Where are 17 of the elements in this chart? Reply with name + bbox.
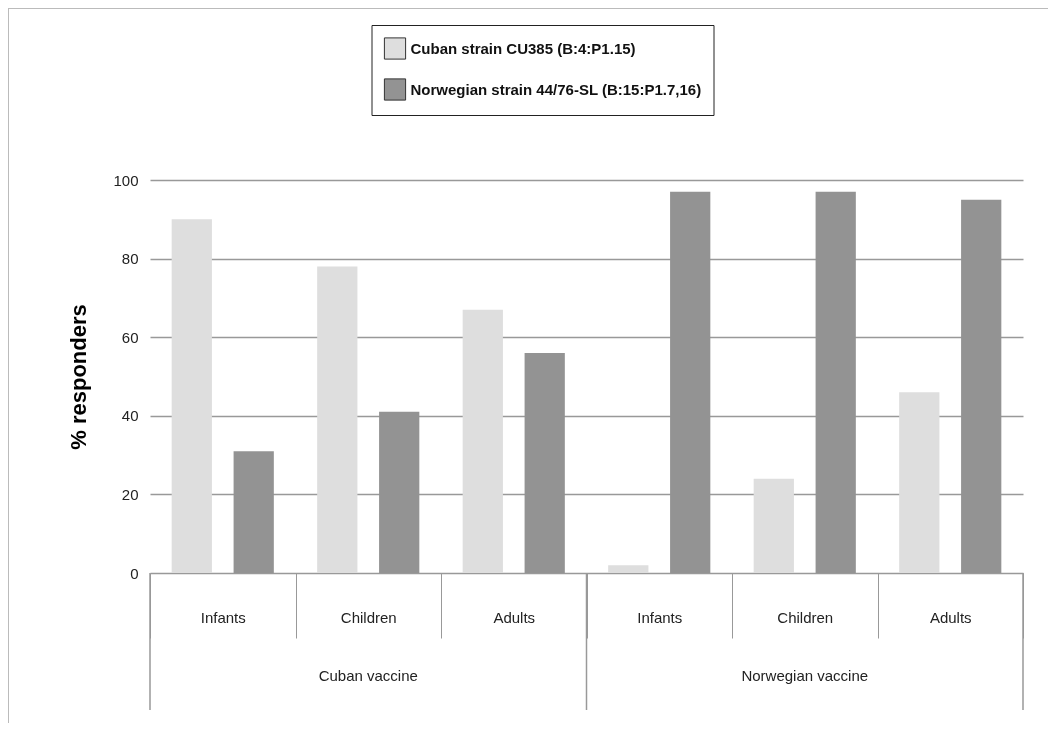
y-tick-label: 0 [130,564,139,582]
text: Norwegian vaccine [741,667,869,684]
y-tick-label: 40 [121,407,139,425]
x-tick-label: Infants [637,608,683,626]
x-tick-label: Infants [200,608,246,626]
x-tick-label: Children [777,608,834,626]
legend-label: Norwegian strain 44/76-SL (B:15:P1.7,16) [410,80,702,98]
x-tick-label: Adults [493,608,536,626]
y-tick-label: 80 [121,250,139,268]
x-tick-label: Adults [929,608,972,626]
y-tick-label: 20 [121,485,139,503]
y-axis-title: % responders [66,304,92,450]
y-tick-label: 60 [121,328,139,346]
x-tick-label: Children [340,608,397,626]
text: Cuban vaccine [318,667,418,684]
legend-label: Cuban strain CU385 (B:4:P1.15) [410,39,636,57]
y-tick-label: 100 [113,171,139,189]
